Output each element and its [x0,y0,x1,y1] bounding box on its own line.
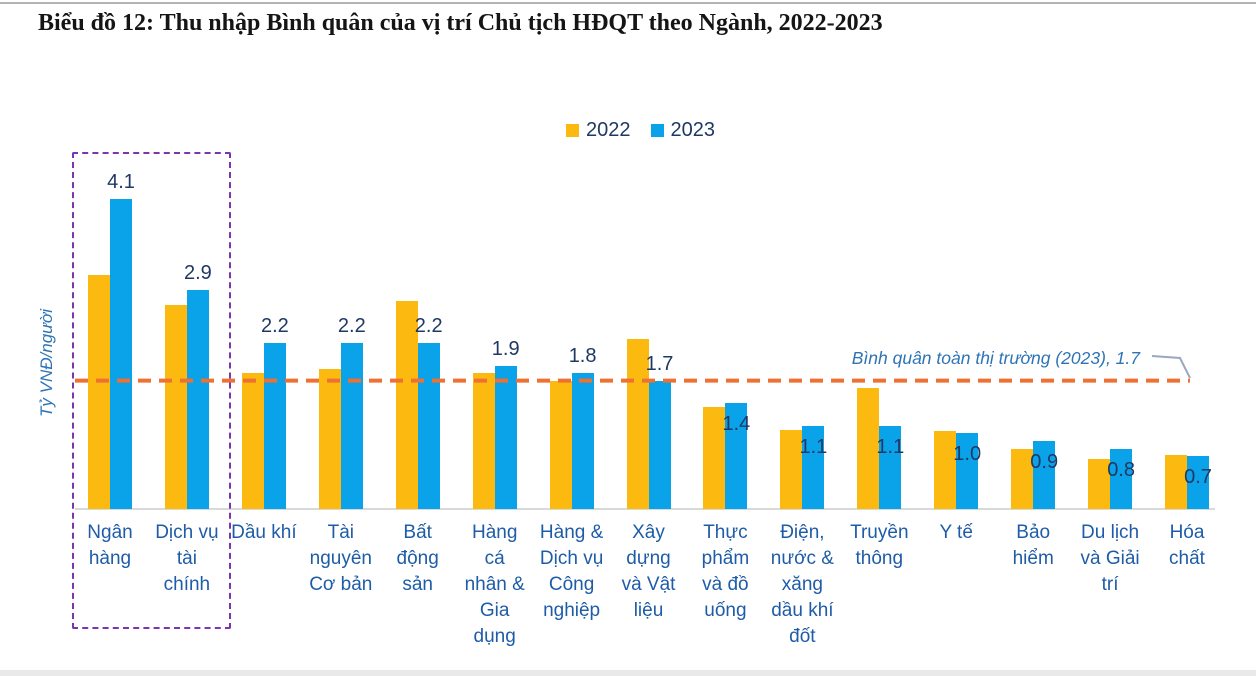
x-tick-label-3: Dầu khí [231,522,297,543]
bar-2023-1 [110,199,132,509]
bar-2023-15 [1187,456,1209,509]
value-label-14: 0.8 [1107,459,1135,481]
x-tick-label-10: Điện, nước & xăng dầu khí đốt [770,522,834,647]
legend-swatch-2022-icon [566,124,579,137]
bar-2022-6 [472,373,495,509]
x-tick-label-7: Hàng & Dịch vụ Công nghiệp [539,522,604,621]
x-tick-label-12: Y tế [939,522,973,543]
x-tick-label-4: Tài nguyên Cơ bản [309,522,373,595]
value-label-8: 1.7 [645,353,674,375]
bar-2023-6 [494,366,517,509]
bar-2022-4 [318,369,341,509]
x-tick-label-8: Xây dựng và Vật liệu [621,522,676,621]
x-tick-label-5: Bất động sản [396,522,439,595]
bar-2022-2 [164,305,187,509]
bar-2022-9 [703,407,726,509]
x-axis-line [75,508,1215,510]
highlight-box [72,152,231,629]
bar-2023-13 [1033,441,1056,509]
bar-2023-14 [1110,449,1133,509]
value-label-7: 1.8 [568,345,597,367]
legend-item-2022: 2022 [566,119,631,142]
bar-2023-3 [263,343,286,509]
x-tick-label-15: Hóa chất [1169,522,1205,569]
value-label-1: 4.1 [107,171,135,193]
bar-2023-9 [725,403,748,509]
value-label-6: 1.9 [491,338,520,360]
legend-label-2022: 2022 [586,119,631,141]
bar-2023-8 [648,381,671,509]
bar-2023-4 [340,343,363,509]
bar-2023-5 [417,343,440,509]
bar-2022-15 [1165,455,1187,509]
value-label-4: 2.2 [337,315,366,337]
bar-2022-5 [395,301,418,509]
bar-2022-11 [857,388,880,509]
average-line-label: Bình quân toàn thị trường (2023), 1.7 [851,348,1140,368]
bar-2022-13 [1011,449,1034,509]
top-divider [0,2,1256,4]
value-label-5: 2.2 [414,315,443,337]
bar-2022-3 [241,373,264,509]
legend-swatch-2023-icon [650,124,664,137]
x-tick-label-13: Bảo hiểm [1012,522,1054,569]
value-label-12: 1.0 [953,443,982,465]
value-label-10: 1.1 [799,436,828,458]
bar-2022-12 [934,431,957,509]
chart-title: Biểu đồ 12: Thu nhập Bình quân của vị tr… [38,10,883,36]
bar-2023-7 [571,373,594,509]
bar-2022-14 [1088,459,1111,509]
legend-label-2023: 2023 [670,119,716,141]
value-label-11: 1.1 [876,436,905,458]
bar-2023-11 [879,426,902,509]
value-label-3: 2.2 [260,315,289,337]
x-tick-label-11: Truyền thông [850,522,909,569]
legend: 2022 2023 [566,119,715,142]
value-label-2: 2.9 [183,262,212,284]
bar-2022-7 [549,381,572,509]
value-label-15: 0.7 [1184,466,1212,488]
legend-item-2023: 2023 [650,119,716,142]
bar-2022-1 [88,275,110,509]
bar-2022-10 [780,430,803,509]
bottom-divider [0,670,1256,676]
x-tick-label-1: Ngân hàng [87,522,133,569]
bar-2023-2 [186,290,209,509]
value-label-9: 1.4 [722,413,751,435]
x-tick-label-6: Hàng cá nhân & Gia dụng [464,522,525,647]
bar-2023-12 [956,433,979,509]
x-tick-label-2: Dịch vụ tài chính [155,522,219,595]
x-tick-label-14: Du lịch và Giải trí [1080,522,1140,595]
value-label-13: 0.9 [1030,451,1059,473]
bar-2023-10 [802,426,825,509]
x-tick-label-9: Thực phẩm và đồ uống [701,522,750,621]
